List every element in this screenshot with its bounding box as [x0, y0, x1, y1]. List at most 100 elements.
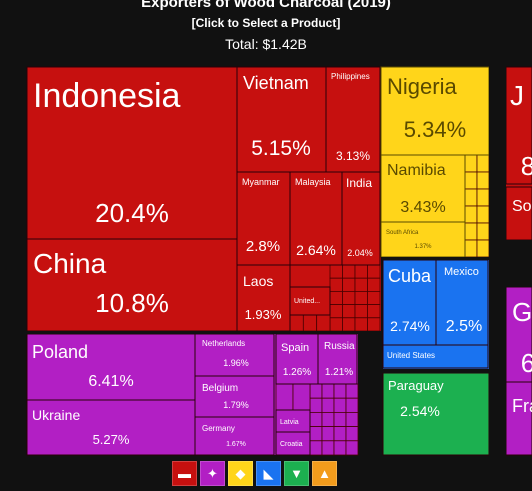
small-africa-cell[interactable]	[476, 154, 490, 173]
tile-j[interactable]: J8	[505, 66, 532, 185]
small-asia-cell[interactable]	[367, 277, 381, 292]
tile-indonesia[interactable]: Indonesia 20.4%	[26, 66, 238, 240]
small-asia-cell[interactable]	[329, 317, 343, 332]
small-europe-cell[interactable]	[309, 426, 323, 442]
tile-rect[interactable]	[505, 381, 532, 456]
small-europe-cell[interactable]	[292, 383, 311, 411]
small-africa-cell[interactable]	[464, 222, 478, 241]
small-asia-cell[interactable]	[354, 304, 368, 319]
tile-rect[interactable]	[435, 259, 489, 346]
small-asia-cell[interactable]	[342, 277, 356, 292]
tile-rect[interactable]	[26, 333, 196, 401]
small-asia-cell[interactable]	[329, 277, 343, 292]
small-europe-cell[interactable]	[321, 411, 335, 427]
small-asia-cell[interactable]	[354, 317, 368, 332]
tile-rect[interactable]	[317, 333, 358, 385]
tile-united-states[interactable]: United States	[382, 344, 489, 369]
tile-rect[interactable]	[26, 399, 196, 456]
tile-rect[interactable]	[341, 171, 381, 266]
tile-rect[interactable]	[194, 375, 275, 418]
small-africa-cell[interactable]	[476, 205, 490, 224]
small-asia-cell[interactable]	[342, 290, 356, 305]
north-america-map-icon[interactable]: ◣	[256, 461, 281, 486]
small-africa-cell[interactable]	[464, 154, 478, 173]
tile-malaysia[interactable]: Malaysia 2.64%	[289, 171, 343, 266]
small-africa-cell[interactable]	[476, 239, 490, 258]
tile-fra[interactable]: Fra	[505, 381, 532, 456]
tile-namibia[interactable]: Namibia 3.43%	[380, 154, 466, 223]
small-europe-cell[interactable]	[333, 397, 347, 413]
small-africa-cell[interactable]	[476, 171, 490, 190]
small-europe-cell[interactable]	[345, 383, 359, 399]
tile-united[interactable]: United...	[289, 286, 331, 316]
small-asia-cell[interactable]	[342, 264, 356, 279]
tile-paraguay[interactable]: Paraguay 2.54%	[382, 372, 490, 456]
tile-vietnam[interactable]: Vietnam 5.15%	[236, 66, 327, 173]
small-europe-cell[interactable]	[345, 426, 359, 442]
small-africa-cell[interactable]	[464, 188, 478, 207]
tile-germany[interactable]: Germany 1.67%	[194, 416, 275, 456]
small-asia-cell[interactable]	[367, 264, 381, 279]
small-africa-cell[interactable]	[464, 239, 478, 258]
tile-rect[interactable]	[236, 264, 291, 332]
tile-rect[interactable]	[505, 186, 532, 241]
small-asia-cell[interactable]	[367, 304, 381, 319]
small-europe-cell[interactable]	[345, 440, 359, 456]
tile-rect[interactable]	[26, 66, 238, 240]
small-africa-cell[interactable]	[476, 222, 490, 241]
tile-mexico[interactable]: Mexico 2.5%	[435, 259, 489, 346]
tile-rect[interactable]	[382, 344, 489, 369]
small-europe-cell[interactable]	[333, 440, 347, 456]
tile-spain[interactable]: Spain 1.26%	[275, 333, 319, 385]
oceania-map-icon[interactable]: ▲	[312, 461, 337, 486]
tile-rect[interactable]	[26, 238, 238, 332]
tile-laos[interactable]: Laos 1.93%	[236, 264, 291, 332]
tile-china[interactable]: China 10.8%	[26, 238, 238, 332]
tile-russia[interactable]: Russia 1.21%	[317, 333, 358, 385]
tile-rect[interactable]	[236, 171, 291, 266]
south-america-map-icon[interactable]: ▼	[284, 461, 309, 486]
select-product-link[interactable]: [Click to Select a Product]	[191, 16, 341, 30]
tile-rect[interactable]	[194, 416, 275, 456]
tile-south-africa[interactable]: South Africa 1.37%	[380, 221, 466, 258]
africa-map-icon[interactable]: ◆	[228, 461, 253, 486]
tile-so[interactable]: So	[505, 186, 532, 241]
tile-myanmar[interactable]: Myanmar 2.8%	[236, 171, 291, 266]
small-asia-cell[interactable]	[354, 277, 368, 292]
asia-map-icon[interactable]: ▬	[172, 461, 197, 486]
small-asia-cell[interactable]	[354, 264, 368, 279]
small-asia-cell[interactable]	[367, 290, 381, 305]
tile-ukraine[interactable]: Ukraine 5.27%	[26, 399, 196, 456]
tile-rect[interactable]	[194, 333, 275, 377]
small-europe-cell[interactable]	[321, 426, 335, 442]
small-asia-cell[interactable]	[354, 290, 368, 305]
tile-cuba[interactable]: Cuba 2.74%	[382, 259, 437, 346]
tile-rect[interactable]	[289, 286, 331, 316]
tile-belgium[interactable]: Belgium 1.79%	[194, 375, 275, 418]
small-europe-cell[interactable]	[321, 440, 335, 456]
small-europe-cell[interactable]	[309, 411, 323, 427]
small-europe-cell[interactable]	[309, 397, 323, 413]
tile-rect[interactable]	[289, 171, 343, 266]
small-asia-cell[interactable]	[367, 317, 381, 332]
tile-latvia[interactable]: Latvia	[275, 409, 311, 433]
small-europe-cell[interactable]	[333, 426, 347, 442]
tile-g[interactable]: G6	[505, 286, 532, 383]
tile-india[interactable]: India 2.04%	[341, 171, 381, 266]
tile-rect[interactable]	[380, 154, 466, 223]
small-europe-cell[interactable]	[321, 383, 335, 399]
small-europe-cell[interactable]	[345, 411, 359, 427]
tile-nigeria[interactable]: Nigeria 5.34%	[380, 66, 490, 156]
small-europe-cell[interactable]	[309, 383, 323, 399]
small-europe-cell[interactable]	[333, 411, 347, 427]
small-europe-cell[interactable]	[275, 383, 294, 411]
tile-netherlands[interactable]: Netherlands 1.96%	[194, 333, 275, 377]
europe-map-icon[interactable]: ✦	[200, 461, 225, 486]
small-africa-cell[interactable]	[464, 171, 478, 190]
tile-philippines[interactable]: Philippines 3.13%	[325, 66, 381, 173]
tile-croatia[interactable]: Croatia	[275, 431, 311, 456]
tile-rect[interactable]	[505, 66, 532, 185]
tile-rect[interactable]	[380, 221, 466, 258]
tile-rect[interactable]	[236, 66, 327, 173]
